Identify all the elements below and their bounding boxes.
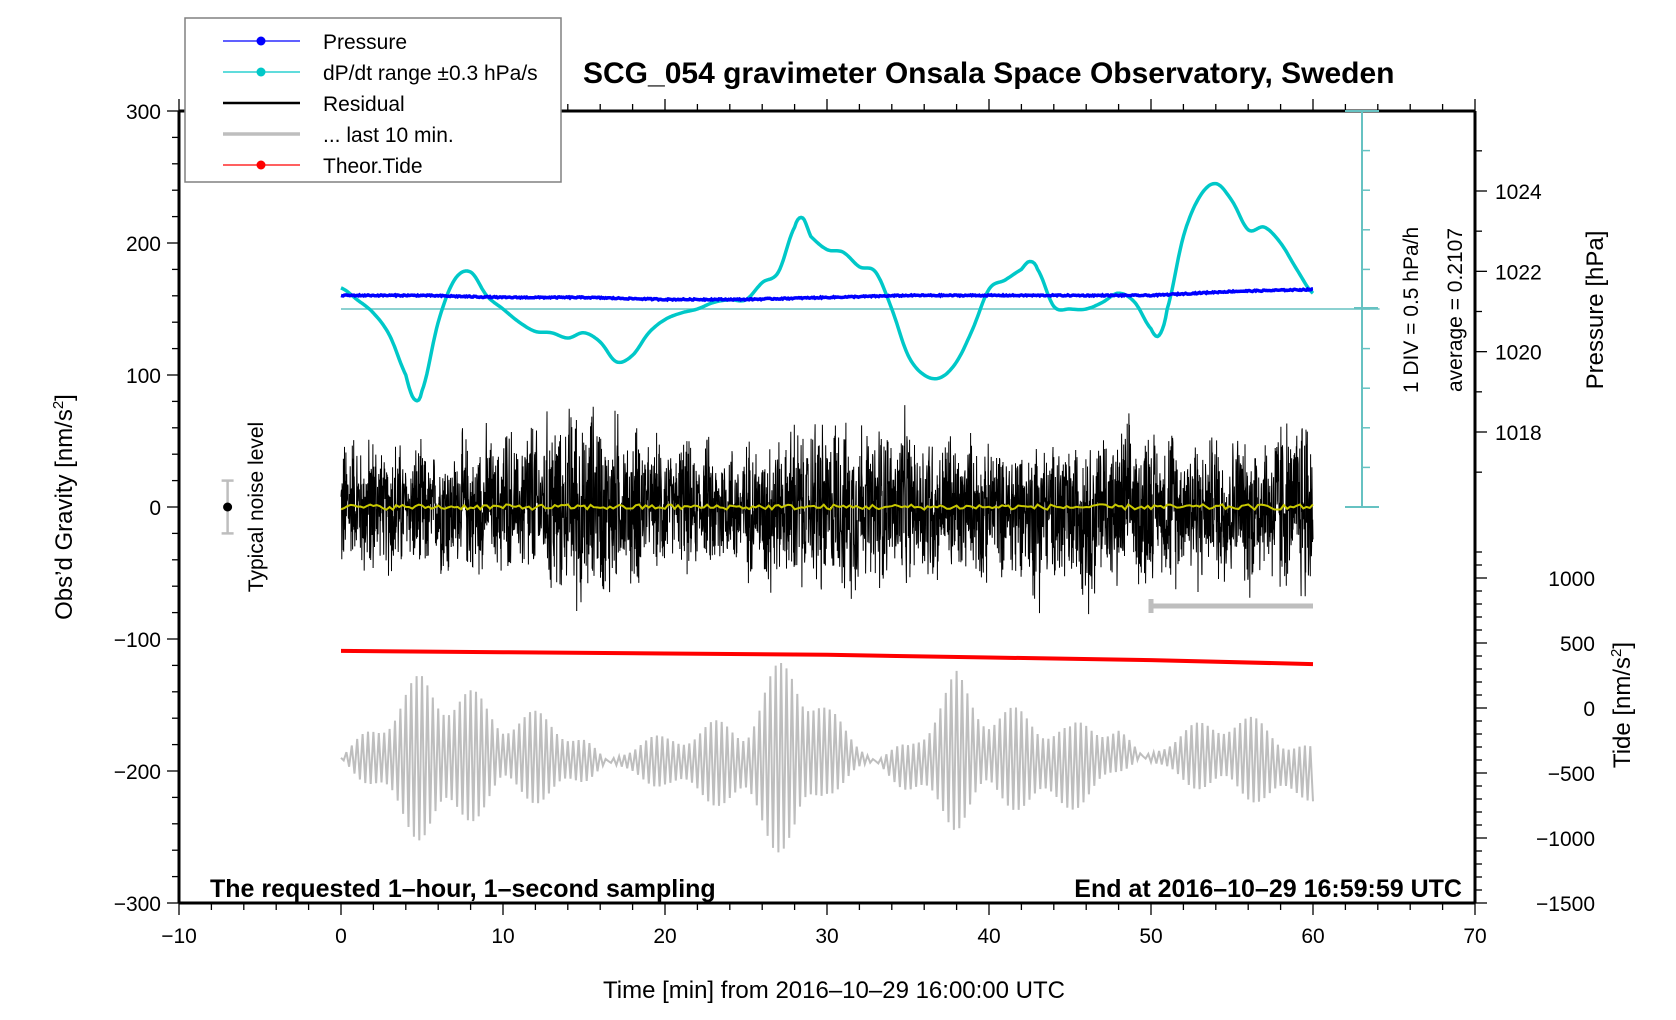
last-10-min-line — [340, 662, 1314, 853]
tide-tick-label: 500 — [1560, 633, 1595, 656]
superscript-2: 2 — [50, 401, 67, 409]
bracket-close: ] — [1609, 642, 1636, 649]
legend-label-2: Residual — [323, 93, 405, 116]
y-left-tick-label: 100 — [126, 365, 161, 388]
annotation-sampling: The requested 1–hour, 1–second sampling — [210, 875, 716, 903]
theor-tide-line — [340, 648, 1314, 667]
tide-tick-label: 0 — [1583, 698, 1595, 721]
noise-center-dot — [223, 502, 233, 512]
legend-label-4: Theor.Tide — [323, 155, 423, 178]
legend-label-0: Pressure — [323, 31, 407, 54]
x-tick-label: 40 — [977, 925, 1000, 948]
x-tick-label: 60 — [1301, 925, 1324, 948]
x-tick-label: 10 — [491, 925, 514, 948]
legend-label-3: ... last 10 min. — [323, 124, 454, 147]
scale-div-label: 1 DIV = 0.5 hPa/h — [1400, 227, 1423, 393]
x-tick-label: 30 — [815, 925, 838, 948]
dpdt-line — [340, 181, 1315, 403]
y-left-tick-label: 300 — [126, 101, 161, 124]
x-tick-label: 50 — [1139, 925, 1162, 948]
scale-average-label: average = 0.2107 — [1444, 228, 1467, 392]
annotation-end-time: End at 2016–10–29 16:59:59 UTC — [1074, 875, 1462, 903]
bracket-close: ] — [51, 394, 78, 401]
superscript-2: 2 — [1608, 649, 1625, 657]
y-left-tick-label: −300 — [114, 893, 161, 916]
pressure-tick-label: 1022 — [1495, 261, 1542, 284]
y-left-tick-label: 0 — [149, 497, 161, 520]
y-left-tick-label: −100 — [114, 629, 161, 652]
legend-marker-4 — [256, 160, 266, 170]
series-layer — [221, 181, 1380, 853]
dpdt-scale-bar — [1345, 110, 1379, 508]
chart-title: SCG_054 gravimeter Onsala Space Observat… — [583, 57, 1395, 90]
y-left-tick-label: 200 — [126, 233, 161, 256]
tide-tick-label: 1000 — [1548, 568, 1595, 591]
residual-line — [340, 405, 1314, 615]
x-tick-label: 70 — [1463, 925, 1486, 948]
y-axis-tide-title: Tide [nm/s2] — [1608, 642, 1636, 768]
x-tick-label: −10 — [161, 925, 197, 948]
pressure-tick-label: 1020 — [1495, 342, 1542, 365]
legend-marker-0 — [256, 36, 266, 46]
y-axis-left-title-text: Obs’d Gravity [nm/s — [51, 409, 78, 620]
y-left-tick-label: −200 — [114, 761, 161, 784]
legend-marker-1 — [256, 67, 266, 77]
axes: −10 0 10 20 30 40 50 60 70−300−200−1000100200300… — [114, 99, 1595, 948]
pressure-line — [340, 286, 1314, 303]
pressure-tick-label: 1024 — [1495, 181, 1542, 204]
legend-label-1: dP/dt range ±0.3 hPa/s — [323, 62, 538, 85]
pressure-tick-label: 1018 — [1495, 422, 1542, 445]
legend: Pressure dP/dt range ±0.3 hPa/s Residual..… — [184, 17, 562, 183]
y-axis-left-title: Obs’d Gravity [nm/s2] — [50, 394, 78, 620]
x-tick-label: 0 — [335, 925, 347, 948]
tide-tick-label: −1500 — [1536, 893, 1595, 916]
x-axis-title: Time [min] from 2016–10–29 16:00:00 UTC — [603, 977, 1065, 1004]
tide-tick-label: −1000 — [1536, 828, 1595, 851]
text-layer: SCG_054 gravimeter Onsala Space Observat… — [50, 57, 1636, 1004]
tide-tick-label: −500 — [1548, 763, 1595, 786]
x-tick-label: 20 — [653, 925, 676, 948]
y-axis-tide-title-text: Tide [nm/s — [1609, 657, 1636, 768]
y-axis-pressure-title: Pressure [hPa] — [1582, 231, 1609, 390]
noise-level-label: Typical noise level — [245, 422, 268, 592]
legend-box — [184, 17, 562, 183]
residual-smoothed-line — [340, 503, 1314, 512]
